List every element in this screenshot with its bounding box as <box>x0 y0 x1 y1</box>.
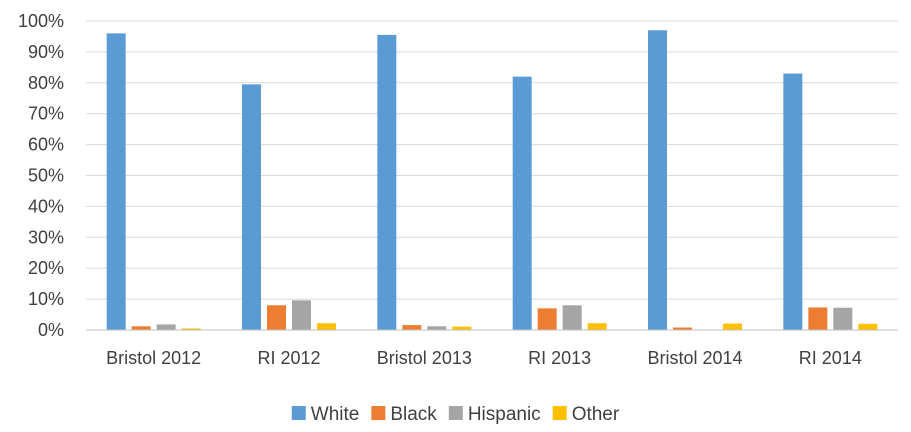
y-tick-label: 40% <box>28 196 64 216</box>
bar-hispanic-1 <box>292 300 311 330</box>
x-category-label: RI 2014 <box>799 348 862 368</box>
bars <box>106 30 878 331</box>
bar-hispanic-3 <box>562 305 582 330</box>
bar-white-0 <box>106 33 126 331</box>
gridlines <box>86 20 898 300</box>
bar-black-0 <box>131 326 151 330</box>
bar-black-5 <box>808 307 828 330</box>
bar-other-3 <box>587 323 607 330</box>
y-tick-label: 30% <box>28 227 64 247</box>
y-tick-label: 20% <box>28 258 64 278</box>
legend-label-hispanic: Hispanic <box>468 404 541 425</box>
legend-label-black: Black <box>390 404 437 425</box>
x-category-label: Bristol 2014 <box>647 348 742 368</box>
bar-white-5 <box>783 73 803 330</box>
x-category-label: Bristol 2012 <box>106 348 201 368</box>
legend: White Black Hispanic Other <box>291 404 620 425</box>
bar-black-3 <box>537 308 557 330</box>
legend-label-other: Other <box>572 404 620 425</box>
y-tick-label: 100% <box>18 11 64 31</box>
bar-other-4 <box>723 323 742 330</box>
bar-other-1 <box>317 323 336 330</box>
legend-swatch-hispanic <box>448 406 463 420</box>
legend-swatch-other <box>552 406 567 420</box>
y-tick-label: 90% <box>28 42 64 62</box>
y-tick-label: 0% <box>38 320 64 340</box>
y-tick-label: 80% <box>28 73 64 93</box>
y-tick-label: 10% <box>28 289 64 309</box>
bar-hispanic-5 <box>833 307 853 330</box>
bar-white-3 <box>512 76 532 331</box>
bar-white-4 <box>648 30 667 331</box>
bar-black-2 <box>402 325 422 330</box>
x-category-label: RI 2013 <box>528 348 591 368</box>
bar-black-1 <box>267 305 286 330</box>
bar-hispanic-0 <box>156 324 176 330</box>
bar-white-1 <box>242 84 261 330</box>
x-category-label: Bristol 2013 <box>377 348 472 368</box>
bar-black-4 <box>673 327 692 330</box>
legend-label-white: White <box>311 404 360 425</box>
bar-other-5 <box>858 323 878 330</box>
legend-swatch-black <box>371 406 386 420</box>
y-tick-label: 70% <box>28 104 64 124</box>
y-tick-label: 50% <box>28 166 64 186</box>
bar-white-2 <box>377 34 397 330</box>
y-axis-tick-labels: 0% 10% 20% 30% 40% 50% 60% 70% 80% 90% 100% <box>18 11 64 340</box>
x-axis-category-labels: Bristol 2012 RI 2012 Bristol 2013 RI 2013 Br… <box>106 348 862 368</box>
y-tick-label: 60% <box>28 135 64 155</box>
bar-other-0 <box>181 328 201 330</box>
x-category-label: RI 2012 <box>257 348 320 368</box>
legend-swatch-white <box>291 406 306 420</box>
bar-hispanic-2 <box>427 326 447 330</box>
bar-other-2 <box>452 326 472 330</box>
